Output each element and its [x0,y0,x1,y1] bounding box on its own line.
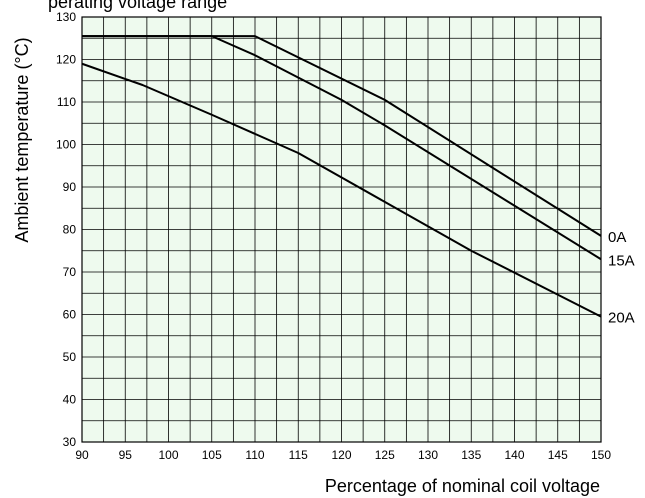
x-tick-label: 150 [591,448,611,462]
y-tick-label: 30 [63,435,77,449]
series-label-0a: 0A [608,229,626,246]
x-tick-label: 130 [418,448,438,462]
y-tick-label: 120 [56,53,76,67]
series-label-20a: 20A [608,310,635,327]
x-tick-label: 120 [331,448,351,462]
y-tick-label: 60 [63,308,77,322]
x-tick-label: 90 [75,448,89,462]
x-tick-label: 115 [289,448,308,462]
series-labels: 0A 15A 20A [608,229,635,327]
x-tick-label: 145 [548,448,568,462]
x-tick-label: 110 [245,448,264,462]
x-tick-label: 105 [202,448,222,462]
x-axis-label: Percentage of nominal coil voltage [325,476,600,496]
y-tick-label: 110 [57,95,76,109]
y-tick-label: 90 [63,180,77,194]
y-axis-ticks: 30 40 50 60 70 80 90 100 110 120 130 [56,10,76,449]
x-tick-label: 140 [504,448,524,462]
x-tick-label: 100 [158,448,178,462]
y-tick-label: 80 [63,223,77,237]
series-line-20a [81,62,602,318]
series-line-15a [82,35,602,261]
grid [82,17,601,442]
x-tick-label: 135 [461,448,481,462]
y-tick-label: 50 [63,350,77,364]
y-tick-label: 130 [56,10,76,24]
series-label-15a: 15A [608,252,635,269]
y-axis-label: Ambient temperature (°C) [12,37,32,242]
x-axis-ticks: 90 95 100 105 110 115 120 125 130 135 140 145 150 [75,448,611,462]
y-tick-label: 40 [63,393,77,407]
y-tick-label: 70 [63,265,77,279]
x-tick-label: 95 [119,448,133,462]
series-lines [81,35,602,318]
y-tick-label: 100 [56,138,76,152]
x-tick-label: 125 [375,448,395,462]
partial-top-text: perating voltage range [48,0,227,12]
